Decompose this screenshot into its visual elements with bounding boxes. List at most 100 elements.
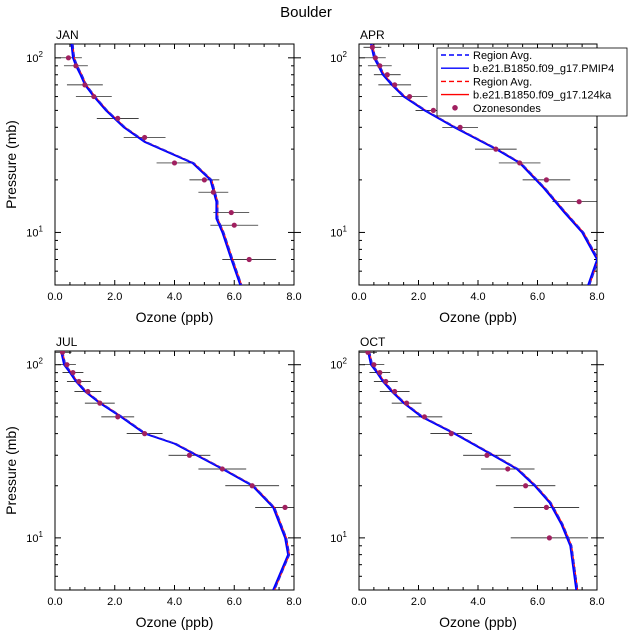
ozonesonde-point [115, 115, 121, 121]
ozonesonde-point [228, 209, 234, 216]
legend-label: Ozonesondes [473, 103, 541, 115]
ozonesonde-point [384, 72, 390, 78]
ozonesonde-point [82, 82, 88, 88]
x-tick-label: 4.0 [167, 291, 182, 303]
x-tick-label: 0.0 [47, 291, 62, 303]
legend-label: Region Avg. [473, 76, 532, 88]
legend-item: b.e21.B1850.f09_g17.124ka [441, 90, 612, 102]
legend-label: Region Avg. [473, 50, 532, 62]
x-tick-label: 6.0 [530, 596, 545, 608]
y-tick-exponent: 1 [39, 530, 44, 539]
ozonesonde-point [377, 63, 383, 69]
y-tick-exponent: 1 [39, 224, 44, 233]
ozonesonde-point [201, 177, 207, 183]
ozonesonde-point [282, 504, 288, 510]
ozonesonde-point [546, 535, 553, 541]
x-tick-label: 2.0 [411, 596, 426, 608]
series-line-blue-solid [70, 44, 242, 285]
ozonesonde-point [246, 256, 252, 263]
x-tick-label: 8.0 [589, 596, 604, 608]
x-tick-label: 8.0 [286, 291, 301, 303]
ozonesonde-point [76, 378, 82, 385]
y-tick-exponent: 2 [39, 357, 44, 366]
ozonesonde-point [73, 63, 79, 69]
ozonesonde-point [59, 351, 66, 355]
ozonesonde-point [210, 189, 216, 195]
series-line-red-dashed [61, 351, 291, 590]
y-tick-base: 10 [330, 533, 342, 545]
series-line-blue-dashed [371, 44, 597, 285]
series-line-red-solid [368, 351, 579, 590]
ozonesonde-point [97, 400, 103, 406]
legend-label: b.e21.B1850.f09_g17.124ka [473, 90, 612, 102]
ozonesonde-point [186, 452, 193, 458]
series-line-blue-dashed [72, 44, 243, 285]
x-tick-label: 4.0 [470, 291, 485, 303]
x-axis-label: Ozone (ppb) [136, 309, 214, 325]
ozonesonde-point [517, 160, 523, 166]
ozonesonde-point [430, 107, 436, 113]
series-line-blue-solid [370, 44, 597, 285]
y-tick-exponent: 1 [343, 530, 348, 539]
legend-item: b.e21.B1850.f09_g17.PMIP4 [441, 63, 614, 75]
x-axis-label: Ozone (ppb) [439, 614, 517, 630]
ozonesonde-point [448, 431, 454, 437]
plot-area [359, 351, 589, 590]
x-tick-label: 4.0 [470, 596, 485, 608]
ozonesonde-point [576, 199, 582, 205]
y-tick-base: 10 [26, 533, 38, 545]
ozonesonde-point [142, 431, 148, 437]
ozonesonde-point [543, 177, 550, 183]
x-tick-label: 2.0 [411, 291, 426, 303]
y-axis-label: Pressure (mb) [3, 120, 19, 209]
x-tick-label: 6.0 [227, 291, 242, 303]
x-tick-label: 2.0 [107, 291, 122, 303]
x-tick-label: 6.0 [530, 291, 545, 303]
x-axis-label: Ozone (ppb) [439, 309, 517, 325]
series-line-red-dashed [72, 44, 243, 285]
y-tick-base: 10 [330, 53, 342, 65]
x-axis-label: Ozone (ppb) [136, 614, 214, 630]
ozonesonde-point [219, 466, 225, 472]
y-tick-label: 102 [26, 357, 43, 372]
series-line-red-solid [72, 44, 243, 285]
ozonesonde-point [115, 414, 121, 420]
ozonesonde-point [65, 55, 72, 61]
y-tick-base: 10 [330, 227, 342, 239]
legend-item: Region Avg. [441, 50, 532, 62]
ozonesonde-point [404, 400, 410, 406]
ozonesonde-point [421, 414, 428, 420]
y-tick-label: 101 [330, 530, 347, 545]
ozonesonde-point [365, 351, 371, 355]
y-tick-base: 10 [26, 227, 38, 239]
ozonesonde-point [484, 452, 490, 458]
ozonesonde-point [543, 504, 550, 510]
plot-frame [54, 350, 295, 591]
legend-marker [452, 105, 458, 111]
y-tick-exponent: 2 [343, 50, 348, 59]
y-tick-exponent: 2 [343, 357, 348, 366]
legend: Region Avg.b.e21.B1850.f09_g17.PMIP4Regi… [436, 47, 628, 117]
y-tick-base: 10 [26, 53, 38, 65]
figure-title: Boulder [280, 4, 332, 21]
legend-label: b.e21.B1850.f09_g17.PMIP4 [473, 63, 614, 75]
plot-area [55, 351, 294, 590]
series-line-blue-dashed [61, 351, 291, 590]
plot-area [55, 44, 277, 285]
ozonesonde-point [406, 93, 413, 100]
y-tick-label: 101 [26, 224, 43, 239]
ozonesonde-point [392, 82, 398, 88]
ozonesonde-point [231, 222, 237, 228]
ozonesonde-point [91, 93, 97, 100]
ozonesonde-point [505, 466, 511, 472]
y-tick-label: 101 [330, 224, 347, 239]
series-line-blue-dashed [368, 351, 579, 590]
panel-label: JAN [56, 28, 79, 42]
ozonesonde-point [372, 55, 378, 61]
